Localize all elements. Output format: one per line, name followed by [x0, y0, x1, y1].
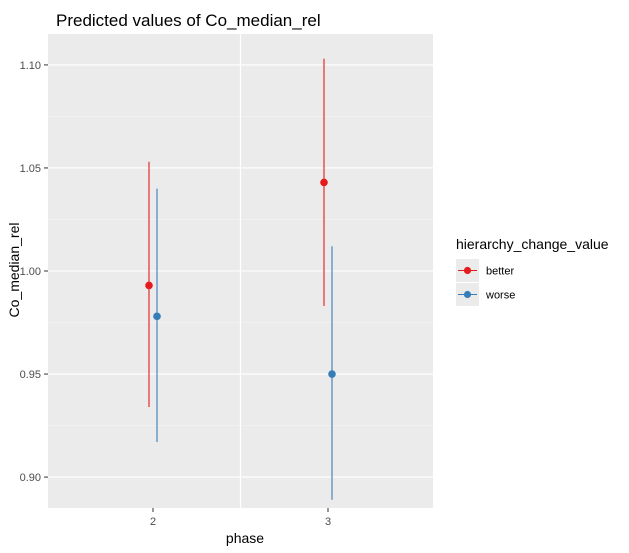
- legend-key-point: [463, 290, 472, 299]
- data-marks: [145, 58, 336, 500]
- legend-label: worse: [485, 290, 515, 302]
- y-axis-title: Co_median_rel: [6, 223, 22, 318]
- point-better: [145, 281, 153, 290]
- y-axis: 0.90 0.95 1.00 1.05 1.10: [20, 60, 48, 484]
- legend-key-point: [463, 266, 472, 275]
- chart-title: Predicted values of Co_median_rel: [56, 11, 321, 30]
- point-worse: [328, 370, 336, 378]
- legend-label: better: [486, 266, 514, 278]
- y-tick-label: 0.90: [20, 472, 41, 484]
- y-tick-label: 1.00: [20, 266, 41, 278]
- x-tick-label: 2: [150, 516, 156, 528]
- y-tick-label: 1.10: [20, 60, 41, 72]
- x-axis-title: phase: [226, 530, 264, 546]
- major-gridlines: [48, 64, 433, 478]
- legend-title: hierarchy_change_value: [456, 236, 609, 252]
- y-tick-label: 1.05: [20, 163, 41, 175]
- legend: hierarchy_change_value better worse: [456, 236, 609, 306]
- x-tick-label: 3: [325, 516, 331, 528]
- point-better: [320, 178, 328, 187]
- point-worse: [153, 312, 161, 321]
- minor-gridlines: [48, 34, 433, 508]
- y-tick-label: 0.95: [20, 369, 41, 381]
